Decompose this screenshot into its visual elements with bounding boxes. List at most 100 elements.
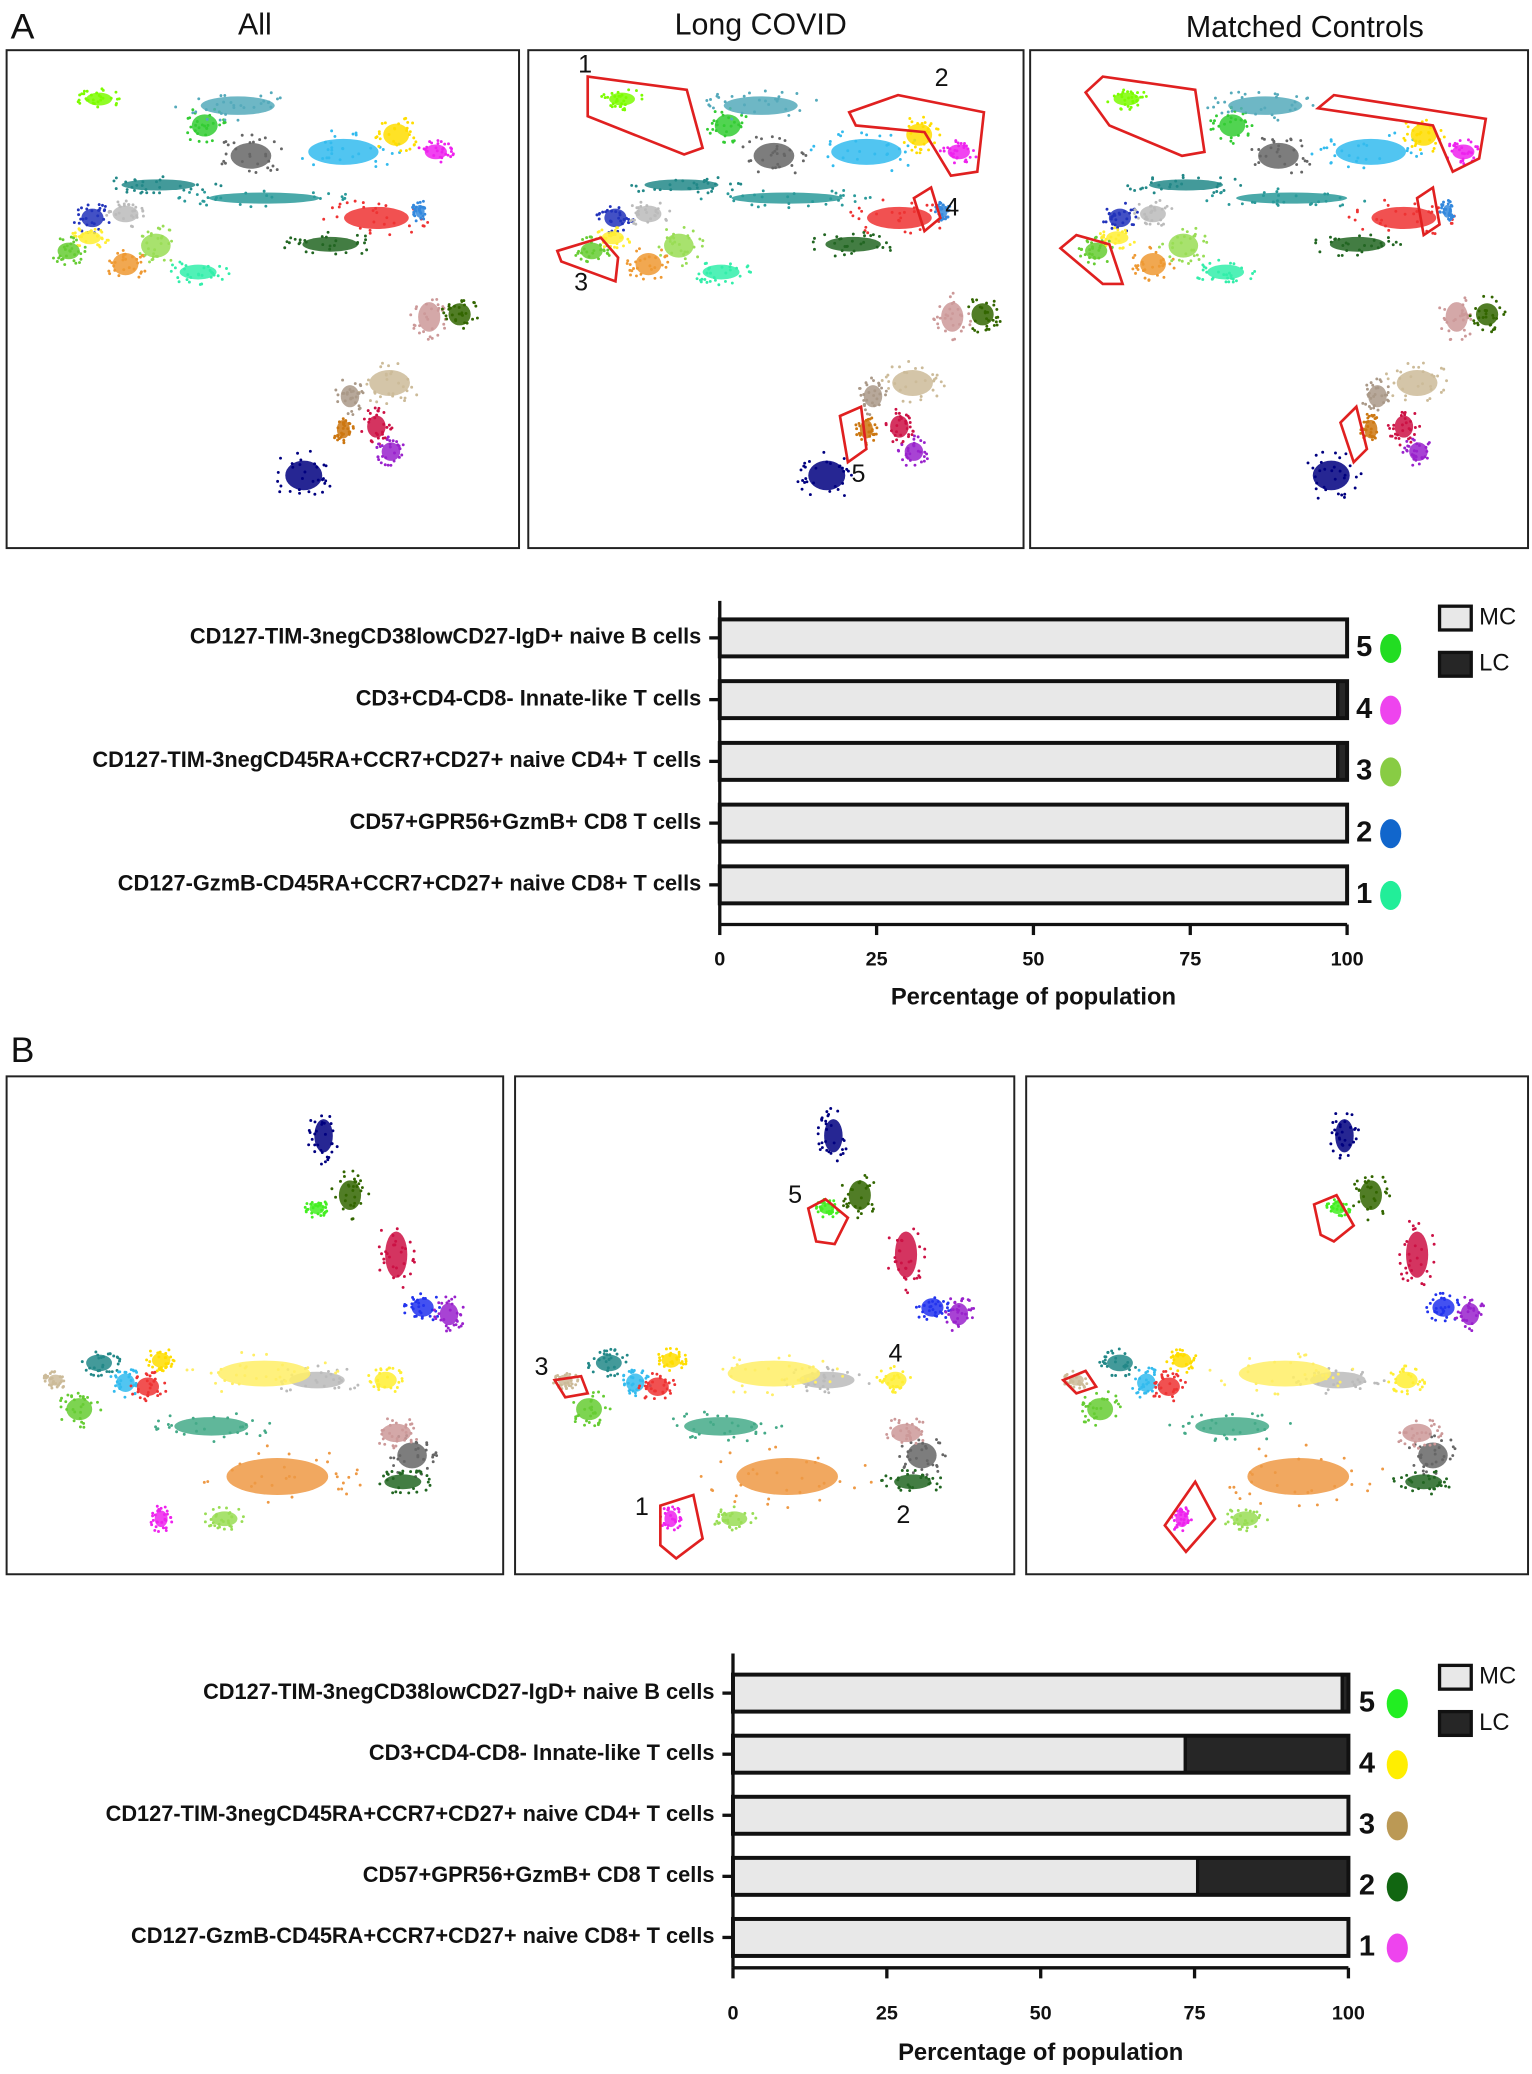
cell-dot (841, 156, 845, 160)
cluster (424, 144, 447, 160)
cell-dot (1385, 1191, 1388, 1195)
cell-dot (1116, 92, 1120, 96)
cell-dot (227, 1521, 231, 1525)
cluster (884, 1371, 907, 1389)
cell-dot (1077, 247, 1081, 251)
cell-dot (61, 1385, 65, 1389)
cell-dot (316, 1204, 320, 1208)
cell-dot (219, 196, 223, 200)
cell-dot (735, 1363, 739, 1367)
cell-dot (396, 1457, 400, 1461)
gate (1083, 75, 1206, 158)
cell-dot (1391, 1372, 1395, 1376)
cell-dot (838, 464, 842, 468)
cell-dot (1314, 203, 1318, 207)
cell-dot (747, 159, 751, 163)
cell-dot (675, 1347, 679, 1351)
cell-dot (932, 379, 936, 383)
cell-dot (1103, 1355, 1107, 1359)
cell-dot (1432, 374, 1436, 378)
cell-dot (421, 199, 425, 203)
cluster (702, 264, 740, 280)
cell-dot (101, 96, 105, 100)
cell-dot (1084, 1377, 1088, 1381)
cell-dot (427, 1477, 431, 1481)
cell-dot (1254, 1525, 1258, 1529)
cell-dot (629, 273, 632, 277)
cell-dot (662, 1507, 666, 1511)
cell-dot (1190, 248, 1194, 252)
cell-dot (1440, 1296, 1443, 1300)
cell-dot (863, 404, 866, 408)
cell-dot (341, 426, 345, 430)
cell-dot (632, 267, 635, 270)
cell-dot (155, 180, 158, 184)
cell-dot (164, 1389, 168, 1393)
cell-dot (278, 96, 282, 100)
cell-dot (156, 1351, 160, 1355)
cell-dot (397, 122, 401, 126)
cell-dot (133, 209, 137, 213)
cell-dot (1425, 456, 1429, 460)
cell-dot (728, 265, 732, 269)
cell-dot (1470, 1322, 1474, 1326)
cell-dot (626, 259, 630, 263)
cell-dot (679, 249, 683, 253)
cell-dot (571, 1386, 574, 1390)
cell-dot (865, 133, 869, 137)
cell-dot (167, 1425, 171, 1429)
cell-dot (1469, 1306, 1473, 1310)
cell-dot (653, 266, 657, 270)
cell-dot (96, 1374, 100, 1378)
cell-dot (84, 216, 88, 220)
cell-dot (1383, 1180, 1387, 1184)
cell-dot (614, 100, 618, 104)
cell-dot (1445, 1315, 1449, 1319)
cell-dot (113, 268, 117, 272)
cell-dot (657, 1362, 661, 1366)
cell-dot (193, 129, 197, 133)
cell-dot (341, 417, 345, 421)
cell-dot (1214, 1421, 1218, 1425)
cell-dot (1240, 266, 1244, 270)
cell-dot (357, 1182, 361, 1186)
cell-dot (905, 1437, 908, 1441)
cell-dot (310, 1137, 314, 1141)
cell-dot (1129, 208, 1133, 212)
cell-dot (238, 1462, 242, 1466)
cell-dot (1126, 1360, 1130, 1364)
cell-dot (1386, 385, 1390, 389)
cell-dot (208, 1524, 211, 1528)
umap-frame (514, 1075, 1016, 1576)
cell-dot (234, 147, 238, 151)
cell-dot (424, 1488, 428, 1492)
cell-dot (314, 1458, 318, 1462)
cell-dot (101, 1365, 105, 1369)
cell-dot (755, 1472, 759, 1476)
cell-dot (405, 129, 409, 132)
cell-dot (1146, 1389, 1150, 1393)
cell-dot (947, 1309, 951, 1313)
cell-dot (323, 1132, 327, 1136)
cell-dot (300, 157, 304, 160)
cell-dot (799, 468, 803, 472)
cell-dot (914, 1456, 918, 1460)
cell-dot (443, 326, 446, 330)
cell-dot (865, 1176, 869, 1179)
cell-dot (1483, 309, 1487, 312)
cell-dot (206, 196, 210, 200)
cell-dot (376, 1378, 380, 1382)
cell-dot (992, 303, 996, 307)
cell-dot (136, 1390, 140, 1394)
cell-dot (296, 451, 300, 455)
cluster (1238, 1360, 1332, 1387)
cell-dot (85, 207, 89, 211)
cell-dot (891, 440, 895, 444)
cell-dot (1386, 377, 1390, 381)
cluster (1247, 1458, 1350, 1496)
umap-frame (1029, 49, 1530, 550)
cell-dot (814, 1206, 818, 1210)
cell-dot (389, 1386, 393, 1390)
cell-dot (732, 1505, 736, 1509)
cell-dot (1351, 1380, 1355, 1384)
